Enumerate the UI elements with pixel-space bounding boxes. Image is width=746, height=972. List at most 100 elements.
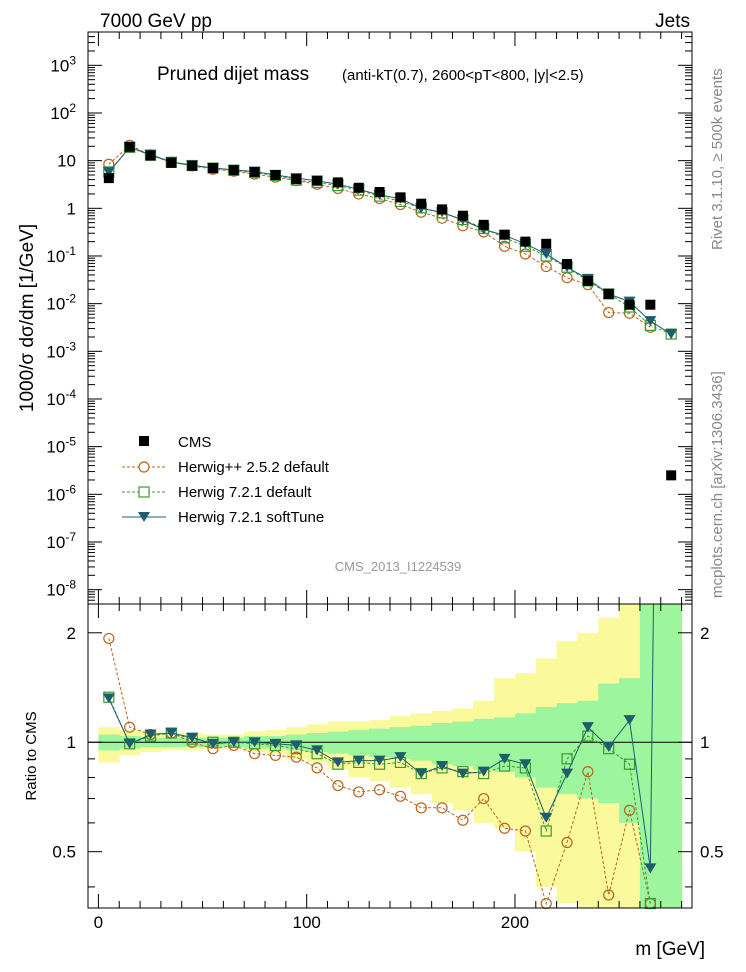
main-point-herwig-7-2-1-softtune-0 (102, 167, 115, 178)
ratio-point-herwig-7-2-1-default-26 (644, 897, 656, 910)
ratio-point-herwig-7-2-1-softtune-15 (415, 768, 428, 779)
ratio-point-herwig-7-2-1-softtune-2 (144, 729, 157, 740)
ratio-series-herwig-7-2-1-softtune (102, 693, 657, 874)
main-point-cms-9 (291, 174, 302, 185)
main-point-cms-27 (666, 470, 677, 481)
main-point-cms-6 (228, 165, 239, 176)
main-point-herwig-7-2-1-softtune-26 (644, 316, 657, 327)
x-axis-label: m [GeV] (635, 939, 705, 960)
main-point-herwig-2-5-2-default-22 (561, 272, 573, 284)
legend-marker-herwigpp (138, 461, 150, 473)
ratio-point-herwig-7-2-1-softtune-23 (581, 722, 594, 733)
ratio-point-herwig-2-5-2-default-10 (311, 762, 323, 774)
ratio-point-herwig-2-5-2-default-11 (332, 779, 344, 792)
ratio-point-herwig-7-2-1-softtune-25 (623, 715, 636, 726)
ratio-point-herwig-7-2-1-softtune-19 (498, 753, 511, 764)
main-ytick-label-1: 102 (50, 101, 76, 123)
main-line-herwig-7-2-1-softtune (108, 146, 672, 335)
ratio-point-herwig-7-2-1-softtune-5 (206, 738, 219, 749)
main-point-cms-7 (249, 166, 260, 177)
ratio-softtune-spike (649, 603, 654, 869)
main-point-cms-10 (312, 175, 323, 186)
legend-label-herwig7-default: Herwig 7.2.1 default (178, 484, 312, 501)
main-point-cms-14 (395, 192, 406, 203)
ratio-point-herwig-7-2-1-softtune-18 (477, 766, 490, 777)
main-plot-area (102, 139, 678, 481)
ratio-point-herwig-7-2-1-default-22 (561, 753, 573, 765)
ratio-point-herwig-7-2-1-softtune-13 (373, 755, 386, 766)
ratio-point-herwig-2-5-2-default-1 (124, 721, 136, 733)
main-point-herwig-7-2-1-softtune-21 (540, 249, 553, 260)
ratio-ytick-label-right-0: 0.5 (700, 843, 724, 862)
x-tick-label-2: 200 (501, 913, 529, 932)
ratio-line-herwig-2-5-2-default (108, 638, 651, 906)
ratio-ytick-label-left-1: 1 (67, 733, 76, 752)
main-point-cms-11 (332, 177, 343, 188)
ratio-band-inner-12 (348, 730, 370, 756)
ratio-band-inner-20 (514, 713, 537, 778)
ratio-point-herwig-7-2-1-softtune-14 (394, 752, 407, 763)
main-point-cms-18 (478, 219, 489, 230)
main-point-cms-15 (416, 198, 427, 209)
ratio-point-herwig-2-5-2-default-15 (415, 802, 427, 814)
main-ytick-label-0: 103 (50, 53, 76, 75)
main-panel: 10310210110-110-210-310-410-510-610-710-… (17, 31, 693, 605)
main-point-cms-16 (437, 204, 448, 215)
ratio-band-inner-17 (452, 721, 474, 767)
ratio-point-herwig-7-2-1-softtune-21 (540, 812, 553, 823)
main-point-cms-1 (124, 141, 135, 152)
main-point-cms-3 (166, 157, 177, 168)
ratio-point-herwig-7-2-1-softtune-9 (290, 740, 303, 751)
main-point-cms-5 (207, 163, 218, 174)
main-ytick-label-10: 10-7 (46, 530, 76, 552)
main-point-cms-0 (103, 173, 114, 184)
ratio-point-herwig-2-5-2-default-16 (436, 802, 448, 814)
ratio-point-herwig-2-5-2-default-14 (394, 790, 407, 802)
ratio-ytick-label-right-1: 1 (700, 733, 709, 752)
main-point-cms-13 (374, 186, 385, 197)
ratio-point-herwig-2-5-2-default-12 (353, 786, 365, 798)
ratio-point-herwig-7-2-1-softtune-17 (456, 768, 469, 779)
main-point-cms-21 (541, 238, 552, 249)
main-series-cms (103, 141, 677, 481)
ratio-point-herwig-2-5-2-default-24 (603, 889, 615, 901)
legend-entry-herwig7-softtune: Herwig 7.2.1 softTune (122, 509, 324, 526)
ratio-point-herwig-7-2-1-softtune-6 (227, 737, 240, 748)
chart-title: Pruned dijet mass (157, 64, 309, 85)
legend-marker-herwig7-softtune (138, 512, 150, 522)
ratio-band-inner-15 (410, 725, 433, 761)
ratio-point-herwig-2-5-2-default-0 (103, 632, 115, 645)
main-point-cms-17 (457, 210, 468, 221)
ratio-point-herwig-2-5-2-default-18 (478, 792, 490, 805)
ratio-point-herwig-2-5-2-default-20 (519, 825, 531, 837)
ratio-y-axis-label: Ratio to CMS (23, 711, 40, 800)
ratio-point-herwig-7-2-1-softtune-11 (331, 757, 344, 768)
ratio-point-herwig-7-2-1-softtune-7 (248, 737, 261, 748)
main-ytick-label-2: 10 (57, 152, 76, 171)
ratio-band-inner-19 (494, 717, 516, 772)
main-point-cms-8 (270, 170, 281, 180)
category-label: Jets (655, 11, 690, 32)
ratio-point-herwig-2-5-2-default-19 (498, 822, 511, 834)
main-series-herwig-7-2-1-softtune (102, 142, 678, 340)
legend-label-herwig7-softtune: Herwig 7.2.1 softTune (178, 509, 324, 526)
ratio-ytick-label-left-0: 0.5 (52, 843, 76, 862)
main-point-cms-26 (645, 299, 656, 310)
ratio-point-herwig-2-5-2-default-13 (373, 784, 386, 796)
legend-marker-cms (139, 436, 149, 446)
main-ytick-label-11: 10-8 (46, 578, 76, 600)
ratio-band-inner-18 (473, 718, 495, 770)
legend-label-cms: CMS (178, 434, 211, 451)
ratio-point-herwig-7-2-1-softtune-1 (123, 738, 136, 749)
legend-entry-herwigpp: Herwig++ 2.5.2 default (122, 459, 330, 476)
main-point-herwig-2-5-2-default-20 (519, 248, 531, 260)
ratio-band-inner-22 (556, 703, 578, 795)
ratio-point-herwig-7-2-1-softtune-10 (311, 745, 324, 756)
ratio-band-inner-25 (619, 678, 641, 823)
main-y-axis-label: 1000/σ dσ/dm [1/GeV] (17, 224, 38, 412)
ratio-band-inner-27 (660, 604, 683, 908)
ratio-panel: 0.5 0.5 1 1 2 2 0 100 200 Ratio to CMS m [GeV] (23, 603, 724, 960)
ratio-band-inner-16 (431, 722, 453, 765)
main-point-cms-4 (187, 160, 198, 171)
main-series-herwig-7-2-1-default (103, 141, 677, 340)
